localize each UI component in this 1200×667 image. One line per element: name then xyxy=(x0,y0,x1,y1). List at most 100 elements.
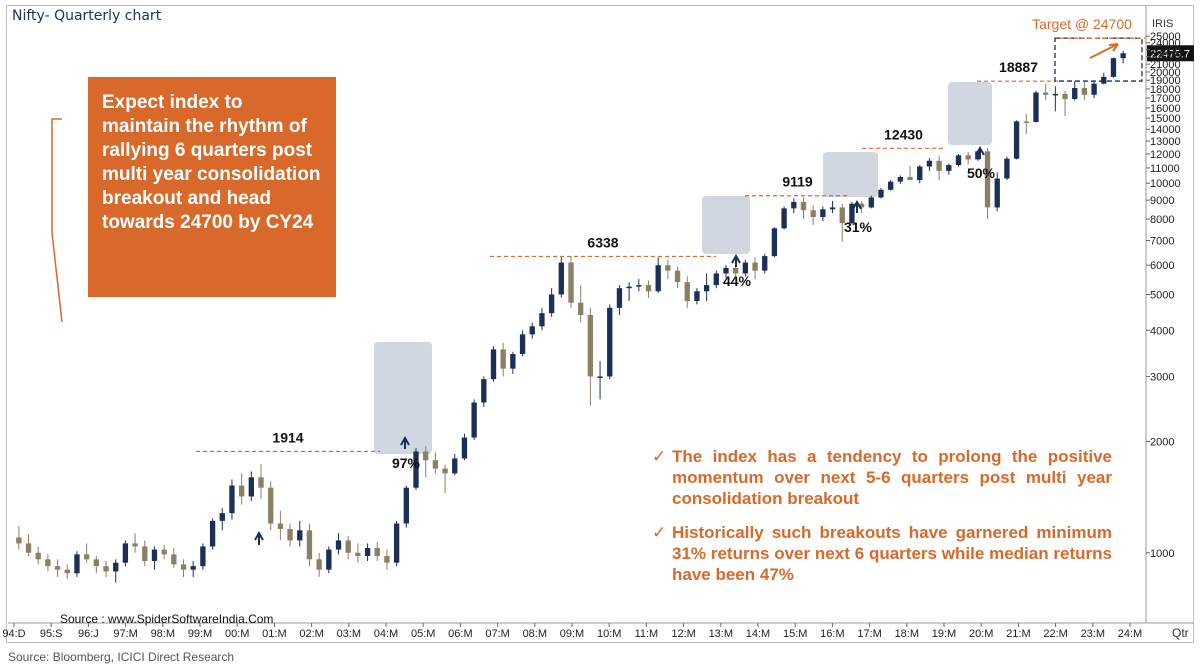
candle-body xyxy=(888,181,894,190)
y-tick-label: 19000 xyxy=(1150,75,1181,87)
candle-body xyxy=(781,208,787,229)
x-tick-label: 17:M xyxy=(857,628,881,640)
y-tick-label: 18000 xyxy=(1150,84,1181,96)
report-source: Source: Bloomberg, ICICI Direct Research xyxy=(8,650,235,664)
x-tick-label: 19:M xyxy=(932,628,956,640)
candle-body xyxy=(64,569,70,574)
candle-body xyxy=(200,546,206,567)
rally-return-label: 31% xyxy=(844,219,873,235)
candle-body xyxy=(636,285,642,287)
candle-body xyxy=(113,562,119,572)
candle-body xyxy=(122,543,129,563)
candle-body xyxy=(481,379,487,403)
note-text: The index has a tendency to prolong the … xyxy=(672,447,1112,508)
y-tick-label: 7000 xyxy=(1150,235,1174,247)
candle-body xyxy=(229,485,235,514)
annotations: 97% 44% 31% 50% Target @ 24700 22475.7 xyxy=(254,16,1194,545)
candle-body xyxy=(616,288,623,308)
x-axis-end-label: Qtr xyxy=(1172,626,1189,640)
candle-body xyxy=(917,166,923,181)
x-tick-label: 07:M xyxy=(485,628,509,640)
x-tick-label: 21:M xyxy=(1006,628,1030,640)
x-tick-label: 20:M xyxy=(969,628,993,640)
x-tick-label: 12:M xyxy=(671,628,695,640)
candle-body xyxy=(423,451,429,461)
candle-body xyxy=(907,176,913,181)
breakout-levels: 1914 6338 9119 12430 18887 xyxy=(196,59,1060,453)
candle-body xyxy=(665,265,671,271)
candle-body xyxy=(955,155,962,166)
candle-body xyxy=(1052,93,1059,96)
candle-body xyxy=(442,468,448,474)
candle-body xyxy=(984,151,991,208)
candle-body xyxy=(684,282,690,302)
y-tick-label: 9000 xyxy=(1150,195,1174,207)
candle-body xyxy=(965,155,971,160)
candle-body xyxy=(829,207,836,210)
candle-body xyxy=(1023,121,1029,123)
candle-body xyxy=(277,523,284,529)
chart-frame xyxy=(6,5,1194,643)
candle-body xyxy=(500,349,506,369)
candle-body xyxy=(1062,93,1068,100)
y-tick-label: 17000 xyxy=(1150,93,1181,105)
up-arrow-icon xyxy=(254,530,264,545)
candle-body xyxy=(994,178,1000,208)
x-tick-label: 24:M xyxy=(1118,628,1142,640)
candle-body xyxy=(587,314,594,377)
candle-body xyxy=(975,151,981,160)
candle-body xyxy=(849,203,855,224)
candle-body xyxy=(16,537,22,544)
x-axis-ticks: 94:D 95:S 96:J 97:M 98:M 99:M 00:M 01:M 02:M 03:M… xyxy=(2,623,1142,640)
x-tick-label: 18:M xyxy=(895,628,919,640)
candle-body xyxy=(548,294,555,314)
candle-body xyxy=(791,201,797,209)
candle-body xyxy=(529,326,535,335)
candle-body xyxy=(93,559,100,567)
y-tick-label: 11000 xyxy=(1150,163,1180,175)
y-tick-label: 20000 xyxy=(1150,67,1181,79)
candle-body xyxy=(326,549,332,570)
last-price-box xyxy=(1147,45,1194,62)
candle-body xyxy=(1091,83,1097,95)
note-item: ✓ Historically such breakouts have garne… xyxy=(652,522,1112,585)
candle-body xyxy=(578,302,584,315)
y-tick-label: 5000 xyxy=(1150,289,1174,301)
y-tick-label: 14000 xyxy=(1150,124,1181,136)
candle-body xyxy=(1101,76,1107,84)
candle-body xyxy=(393,523,400,563)
x-tick-label: 99:M xyxy=(188,628,212,640)
candle-body xyxy=(771,228,778,257)
candle-body xyxy=(355,552,361,557)
candle-body xyxy=(180,564,187,570)
x-tick-label: 14:M xyxy=(746,628,770,640)
y-tick-label: 12000 xyxy=(1150,149,1181,161)
candle-body xyxy=(490,349,497,380)
candle-body xyxy=(539,313,545,327)
candle-body xyxy=(171,554,177,565)
candle-body xyxy=(161,549,167,555)
y-tick-label: 8000 xyxy=(1150,214,1174,226)
x-tick-label: 95:S xyxy=(40,628,63,640)
candle-body xyxy=(364,548,371,557)
candle-body xyxy=(858,203,865,208)
candle-body xyxy=(335,540,342,550)
candle-body xyxy=(568,262,574,303)
candle-body xyxy=(471,402,477,438)
note-item: ✓ The index has a tendency to prolong th… xyxy=(652,446,1112,509)
x-tick-label: 04:M xyxy=(374,628,398,640)
candle-body xyxy=(103,566,109,572)
y-tick-label: 24000 xyxy=(1150,38,1181,50)
chart-source: Source : www.SpiderSoftwareIndia.Com xyxy=(60,612,274,626)
candle-body xyxy=(25,543,32,553)
candle-body xyxy=(946,165,952,171)
y-tick-label: 2000 xyxy=(1150,437,1174,449)
candle-body xyxy=(1110,58,1117,77)
x-tick-label: 13:M xyxy=(709,628,733,640)
candle-body xyxy=(238,485,245,497)
candle-body xyxy=(151,549,158,561)
candle-body xyxy=(655,265,661,292)
candle-body xyxy=(432,460,439,469)
candle-body xyxy=(800,201,807,211)
